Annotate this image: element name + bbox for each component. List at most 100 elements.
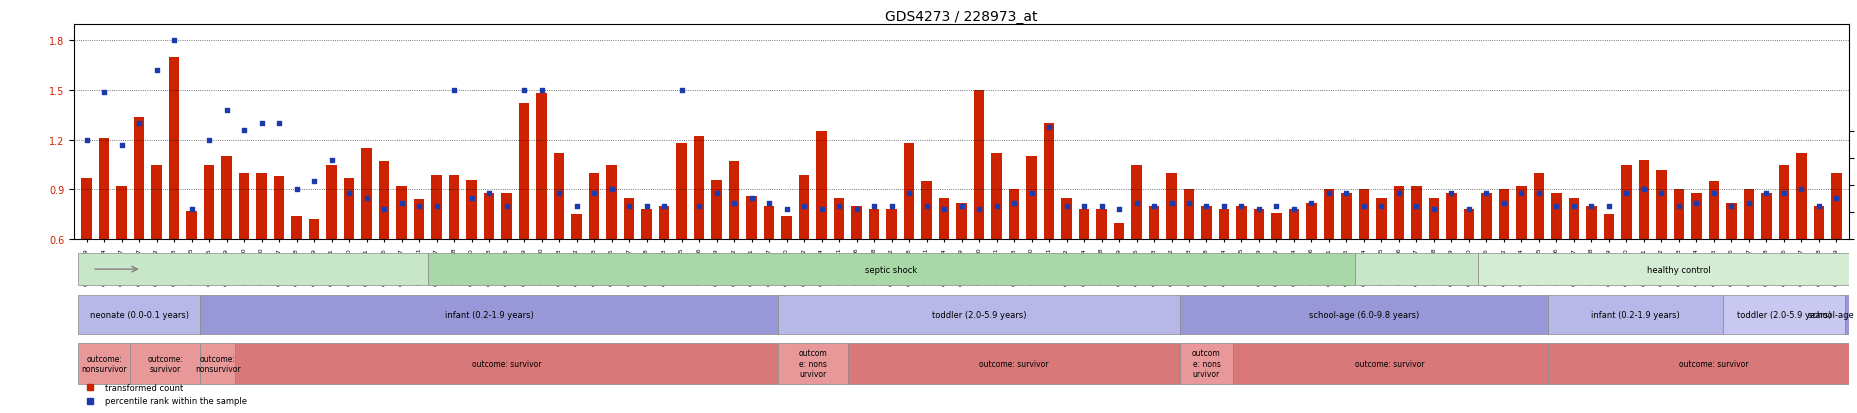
Point bbox=[1471, 190, 1500, 197]
FancyBboxPatch shape bbox=[1721, 295, 1844, 335]
Point bbox=[474, 190, 503, 197]
Point bbox=[1190, 203, 1220, 210]
Point bbox=[1367, 203, 1396, 210]
Point bbox=[141, 68, 171, 74]
Bar bbox=[1551, 193, 1562, 240]
Point bbox=[631, 203, 661, 210]
Point bbox=[1138, 203, 1168, 210]
FancyBboxPatch shape bbox=[1354, 254, 1476, 285]
Bar bbox=[1060, 198, 1071, 240]
Bar bbox=[1218, 210, 1229, 240]
Point bbox=[1593, 203, 1623, 210]
Point bbox=[1313, 190, 1343, 197]
Bar bbox=[414, 200, 423, 240]
Bar bbox=[292, 216, 301, 240]
Bar bbox=[1567, 198, 1578, 240]
Bar bbox=[204, 165, 214, 240]
Point bbox=[1768, 190, 1798, 197]
Bar bbox=[1796, 154, 1805, 240]
Bar bbox=[693, 137, 704, 240]
Point bbox=[1086, 203, 1116, 210]
Point bbox=[1419, 206, 1448, 213]
Point bbox=[509, 88, 539, 94]
Bar bbox=[1621, 165, 1630, 240]
Bar bbox=[396, 187, 407, 240]
Bar bbox=[1708, 182, 1718, 240]
Point bbox=[1506, 190, 1536, 197]
Bar bbox=[1393, 187, 1404, 240]
Bar bbox=[273, 177, 284, 240]
Point bbox=[1786, 187, 1816, 193]
Point bbox=[1645, 190, 1675, 197]
Text: school-age (6.0-9.8 years): school-age (6.0-9.8 years) bbox=[1807, 311, 1857, 319]
Point bbox=[264, 121, 293, 127]
Point bbox=[1244, 206, 1274, 213]
Point bbox=[1577, 203, 1606, 210]
Bar bbox=[570, 215, 581, 240]
FancyBboxPatch shape bbox=[778, 343, 847, 384]
Point bbox=[825, 203, 854, 210]
Point bbox=[1523, 190, 1552, 197]
Bar bbox=[763, 206, 774, 240]
Point bbox=[89, 89, 119, 96]
Point bbox=[947, 203, 977, 210]
Point bbox=[1383, 190, 1413, 197]
FancyBboxPatch shape bbox=[1231, 343, 1547, 384]
Bar bbox=[466, 180, 477, 240]
Bar bbox=[1445, 193, 1456, 240]
FancyBboxPatch shape bbox=[78, 343, 130, 384]
Point bbox=[1068, 203, 1097, 210]
Point bbox=[405, 203, 435, 210]
Point bbox=[683, 203, 713, 210]
Bar bbox=[1376, 198, 1385, 240]
Point bbox=[928, 206, 958, 213]
Bar bbox=[221, 157, 232, 240]
Bar bbox=[1515, 187, 1526, 240]
Bar bbox=[624, 198, 633, 240]
Bar bbox=[1586, 206, 1595, 240]
Point bbox=[702, 190, 732, 197]
Bar bbox=[605, 165, 617, 240]
Point bbox=[1278, 206, 1307, 213]
Point bbox=[719, 200, 748, 206]
Bar bbox=[1603, 215, 1614, 240]
Bar bbox=[1079, 210, 1088, 240]
Point bbox=[1733, 200, 1762, 206]
Bar bbox=[1305, 203, 1317, 240]
Point bbox=[351, 195, 381, 202]
Point bbox=[579, 190, 609, 197]
Point bbox=[1296, 200, 1326, 206]
Bar bbox=[886, 210, 897, 240]
Point bbox=[1487, 200, 1517, 206]
Point bbox=[754, 200, 784, 206]
Point bbox=[299, 178, 329, 185]
Bar bbox=[1499, 190, 1508, 240]
Point bbox=[228, 127, 258, 134]
Bar bbox=[1673, 190, 1682, 240]
Bar bbox=[256, 173, 267, 240]
Bar bbox=[834, 198, 843, 240]
Point bbox=[438, 88, 468, 94]
Bar bbox=[676, 144, 687, 240]
Bar bbox=[1008, 190, 1019, 240]
Point bbox=[422, 203, 451, 210]
FancyBboxPatch shape bbox=[78, 254, 427, 285]
Text: outcome:
survivor: outcome: survivor bbox=[147, 354, 184, 373]
Bar bbox=[82, 178, 91, 240]
FancyBboxPatch shape bbox=[1547, 295, 1721, 335]
Bar bbox=[1777, 165, 1788, 240]
Text: infant (0.2-1.9 years): infant (0.2-1.9 years) bbox=[444, 311, 533, 319]
Text: outcome:
nonsurvivor: outcome: nonsurvivor bbox=[82, 354, 126, 373]
Bar bbox=[379, 162, 390, 240]
Bar bbox=[711, 180, 721, 240]
Point bbox=[247, 121, 277, 127]
Point bbox=[980, 203, 1010, 210]
Bar bbox=[851, 206, 862, 240]
Bar bbox=[1131, 165, 1142, 240]
Bar bbox=[1096, 210, 1107, 240]
FancyBboxPatch shape bbox=[78, 295, 201, 335]
FancyBboxPatch shape bbox=[1844, 295, 1857, 335]
Bar bbox=[186, 211, 197, 240]
Bar bbox=[1411, 187, 1421, 240]
FancyBboxPatch shape bbox=[1179, 295, 1547, 335]
